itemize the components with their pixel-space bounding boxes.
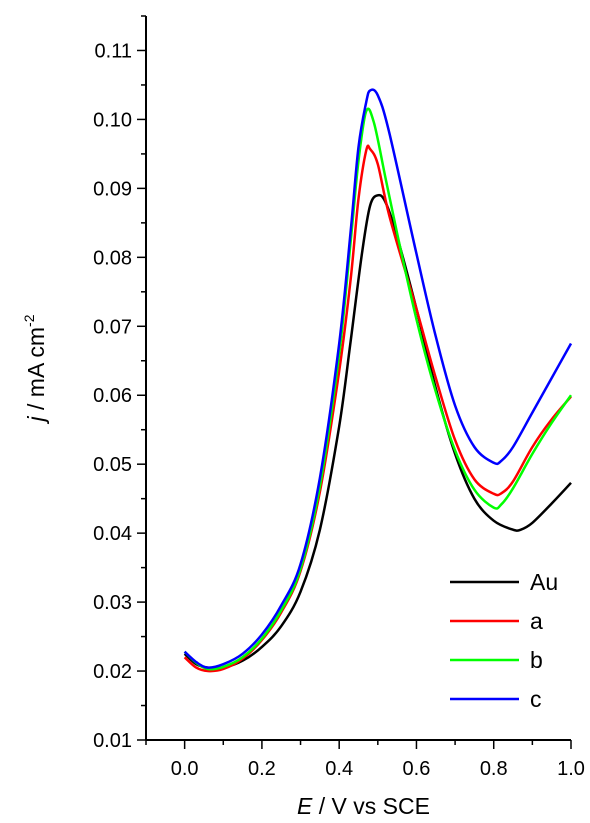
- y-tick-label: 0.09: [93, 178, 132, 200]
- x-tick-label: 0.0: [171, 758, 199, 780]
- y-axis-title-symbol: j: [23, 416, 49, 425]
- legend-label-au: Au: [530, 569, 558, 595]
- x-axis-title-text: / V vs SCE: [312, 793, 430, 819]
- legend-label-b: b: [530, 647, 543, 673]
- y-axis-title-text: / mA cm: [23, 327, 49, 416]
- series-line-c: [183, 88, 573, 669]
- y-axis-title: j / mA cm-2: [21, 314, 49, 424]
- y-tick-label: 0.08: [93, 247, 132, 269]
- y-tick-label: 0.02: [93, 661, 132, 683]
- y-tick-label: 0.01: [93, 730, 132, 752]
- axes: [145, 16, 571, 741]
- y-tick-label: 0.05: [93, 454, 132, 476]
- series-line-b: [183, 107, 573, 671]
- x-tick-label: 1.0: [557, 758, 585, 780]
- series-line-au: [183, 193, 572, 670]
- x-tick-label: 0.6: [403, 758, 431, 780]
- y-tick-label: 0.04: [93, 523, 132, 545]
- series-lines: [183, 88, 573, 673]
- legend-label-a: a: [530, 608, 543, 634]
- ticks: 0.0 0.2 0.4 0.6 0.8 1.0 0.01 0.02 0.03 0.04 0.05 0.…: [93, 15, 585, 780]
- y-tick-label: 0.07: [93, 316, 132, 338]
- x-tick-label: 0.8: [480, 758, 508, 780]
- legend: Au abc: [450, 569, 558, 712]
- x-tick-label: 0.2: [248, 758, 276, 780]
- x-tick-label: 0.4: [325, 758, 353, 780]
- y-tick-label: 0.10: [93, 109, 132, 131]
- y-axis-title-exponent: -2: [21, 314, 37, 327]
- x-axis-title-symbol: E: [297, 793, 313, 819]
- series-line-a: [183, 144, 572, 673]
- legend-label-c: c: [530, 686, 542, 712]
- y-tick-label: 0.06: [93, 385, 132, 407]
- x-axis-title: E / V vs SCE: [297, 793, 430, 819]
- y-tick-label: 0.03: [93, 592, 132, 614]
- y-tick-label: 0.11: [95, 40, 132, 62]
